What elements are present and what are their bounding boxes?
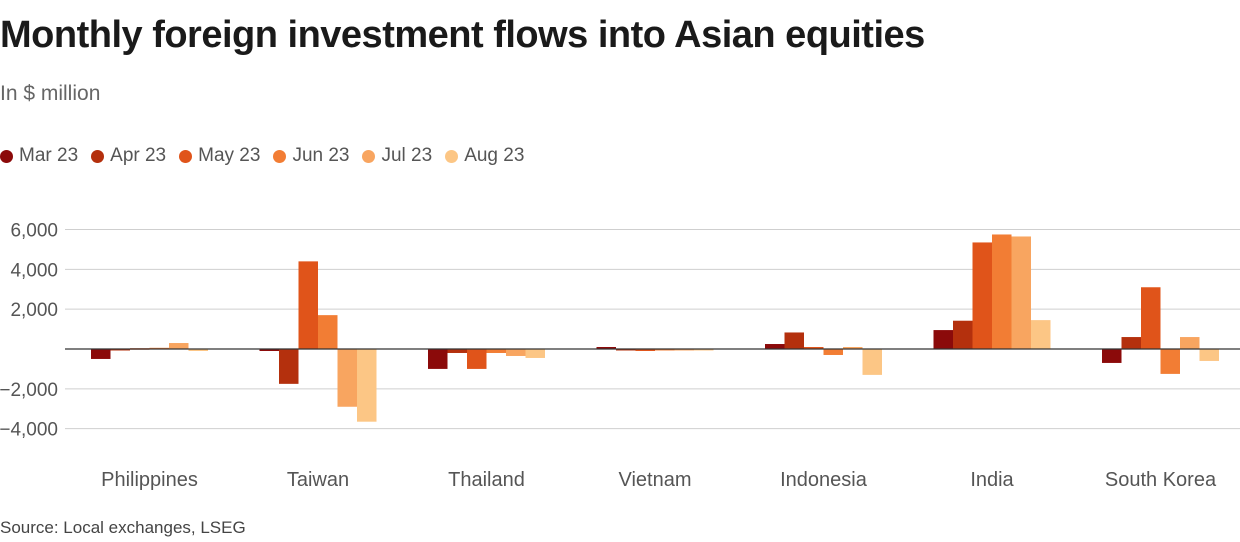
x-category-label: South Korea <box>1105 469 1217 491</box>
bar <box>784 332 804 349</box>
legend-swatch <box>445 149 459 163</box>
bar <box>992 234 1012 349</box>
bar <box>972 242 992 349</box>
bar <box>1141 287 1161 349</box>
bar <box>428 349 448 369</box>
bar <box>486 349 506 353</box>
bar <box>1102 349 1122 363</box>
x-category-label: India <box>970 469 1014 491</box>
source-note: Source: Local exchanges, LSEG <box>0 518 246 537</box>
legend-item: Jun 23 <box>273 145 349 167</box>
bar <box>337 349 357 407</box>
bar <box>694 349 714 351</box>
bar <box>804 347 824 349</box>
legend-label: Jul 23 <box>381 145 433 166</box>
bar <box>259 349 279 351</box>
bar <box>1160 349 1180 374</box>
legend-swatch <box>362 149 376 163</box>
legend-item: May 23 <box>179 145 260 167</box>
y-tick-label: 2,000 <box>10 300 58 321</box>
legend-item: Jul 23 <box>362 145 432 167</box>
legend-label: May 23 <box>198 145 261 166</box>
legend-label: Apr 23 <box>110 145 167 166</box>
bar <box>765 344 785 349</box>
chart-title: Monthly foreign investment flows into As… <box>0 14 925 56</box>
bar <box>91 349 111 359</box>
legend-item: Apr 23 <box>91 145 166 167</box>
legend-label: Jun 23 <box>292 145 350 166</box>
bar <box>525 349 545 358</box>
legend-swatch <box>179 149 193 163</box>
bar <box>674 349 694 351</box>
legend-item: Aug 23 <box>445 145 524 167</box>
bar <box>467 349 487 369</box>
x-category-label: Taiwan <box>287 469 349 491</box>
legend-swatch <box>91 149 105 163</box>
y-tick-label: −4,000 <box>0 420 58 441</box>
bar <box>823 349 843 355</box>
legend-label: Mar 23 <box>19 145 79 166</box>
bar <box>933 330 953 349</box>
x-category-label: Philippines <box>101 469 198 491</box>
bar <box>506 349 526 356</box>
bar <box>953 320 973 349</box>
legend-label: Aug 23 <box>464 145 525 166</box>
bar <box>279 349 299 384</box>
legend-swatch <box>0 149 13 163</box>
bar <box>843 347 863 349</box>
bar <box>655 349 675 351</box>
bar <box>1199 349 1219 361</box>
chart-subtitle: In $ million <box>0 82 101 105</box>
bar <box>357 349 377 422</box>
legend-swatch <box>273 149 287 163</box>
y-tick-label: 4,000 <box>10 260 58 281</box>
bar-chart: 6,000 4,000 2,000 −2,000 −4,000 Philippines Ta… <box>0 221 1240 491</box>
x-category-label: Indonesia <box>780 469 868 491</box>
chart-legend: Mar 23 Apr 23 May 23 Jun 23 Jul 23 Aug 23 <box>0 145 537 167</box>
bar <box>635 349 655 351</box>
x-category-label: Vietnam <box>618 469 691 491</box>
bar <box>1180 337 1200 349</box>
bar <box>862 349 882 375</box>
y-tick-label: −2,000 <box>0 380 58 401</box>
bar <box>447 349 467 353</box>
bar <box>318 315 338 349</box>
bar <box>169 343 189 349</box>
bar <box>110 349 130 351</box>
legend-item: Mar 23 <box>0 145 78 167</box>
bar <box>1011 236 1031 349</box>
bar <box>1031 320 1051 349</box>
bar <box>1121 337 1141 349</box>
bar <box>596 347 616 349</box>
bar <box>188 349 208 351</box>
x-category-label: Thailand <box>448 469 525 491</box>
y-tick-label: 6,000 <box>10 221 58 242</box>
bar <box>298 261 318 349</box>
bar <box>616 349 636 351</box>
